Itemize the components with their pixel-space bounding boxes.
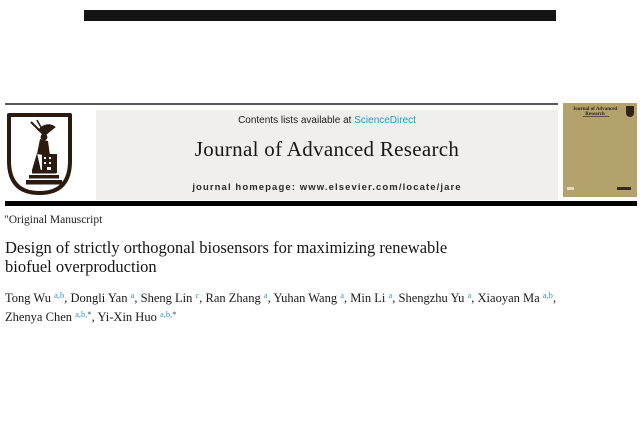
- cairo-university-emblem-icon: [6, 113, 73, 201]
- author-affiliation-superscript: a,b: [542, 290, 553, 300]
- masthead-top-rule: [5, 103, 558, 105]
- sciencedirect-link[interactable]: ScienceDirect: [354, 115, 416, 126]
- author-line: Tong Wu a,b, Dongli Yan a, Sheng Lin c, …: [5, 290, 557, 324]
- author-name: Xiaoyan Ma a,b: [477, 290, 553, 305]
- author-name: Shengzhu Yu a: [398, 290, 472, 305]
- author-name: Yi-Xin Huo a,b,*: [97, 308, 177, 324]
- author-affiliation-superscript: c: [195, 290, 200, 300]
- author-affiliation-superscript: a,b,: [159, 308, 173, 319]
- author-affiliation-superscript: a: [340, 290, 345, 300]
- author-name: Tong Wu a,b: [5, 290, 65, 305]
- journal-header-box: Contents lists available at ScienceDirec…: [96, 110, 558, 200]
- contents-line: Contents lists available at ScienceDirec…: [96, 115, 558, 126]
- article-title-line2: biofuel overproduction: [5, 256, 157, 276]
- author-affiliation-superscript: a: [388, 290, 393, 300]
- journal-title: Journal of Advanced Research: [194, 137, 460, 161]
- author-name: Sheng Lin c: [140, 290, 200, 305]
- author-affiliation-superscript: a: [467, 290, 472, 300]
- cover-illustration: [564, 121, 636, 191]
- author-affiliation-superscript: a: [130, 290, 135, 300]
- journal-homepage-link[interactable]: journal homepage: www.elsevier.com/locat…: [192, 182, 462, 193]
- journal-cover-thumbnail[interactable]: Journal of Advanced Research: [563, 103, 637, 197]
- cover-footer-mark-right: [617, 187, 631, 190]
- author-name: Ran Zhang a: [205, 290, 268, 305]
- author-name: Yuhan Wang a: [273, 290, 345, 305]
- article-type-label: "Original Manuscript: [4, 214, 103, 226]
- corresponding-author-mark: *: [87, 308, 92, 319]
- author-name: Min Li a: [350, 290, 393, 305]
- author-name: Zhenya Chen a,b,*: [5, 308, 92, 324]
- cover-emblem-icon: [626, 106, 634, 117]
- masthead-bottom-rule: [5, 201, 637, 206]
- article-title: Design of strictly orthogonal biosensors…: [5, 238, 565, 276]
- cover-footer-mark-left: [567, 187, 574, 190]
- article-title-line1: Design of strictly orthogonal biosensors…: [5, 238, 448, 257]
- redacted-citation-bar: [84, 10, 556, 21]
- author-name: Dongli Yan a: [70, 290, 135, 305]
- contents-line-text: Contents lists available at: [238, 115, 355, 126]
- corresponding-author-mark: *: [172, 308, 177, 319]
- author-affiliation-superscript: a,b,: [75, 308, 88, 319]
- author-affiliation-superscript: a: [263, 290, 268, 300]
- cover-subtitle-line: [583, 116, 609, 117]
- publisher-logo: [6, 112, 73, 197]
- author-affiliation-superscript: a,b: [54, 290, 65, 300]
- cover-title: Journal of Advanced Research: [572, 107, 618, 117]
